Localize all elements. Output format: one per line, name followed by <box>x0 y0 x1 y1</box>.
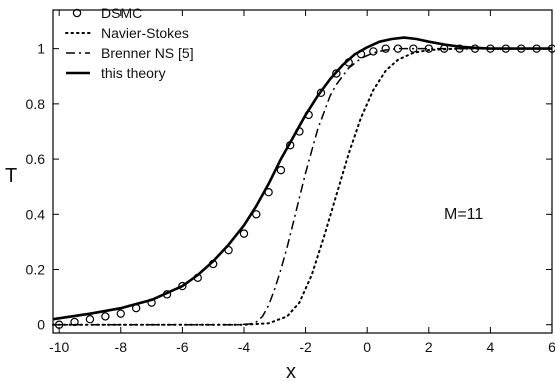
dsmc-point <box>101 312 110 321</box>
y-tick-label: 1 <box>37 41 45 57</box>
y-tick-label: 0.4 <box>26 206 46 222</box>
dsmc-point <box>369 47 378 56</box>
dsmc-point <box>332 69 341 78</box>
dsmc-point <box>116 309 125 318</box>
mach-number-annotation: M=11 <box>444 206 483 223</box>
plot-frame <box>52 9 553 334</box>
y-axis-title: T <box>5 165 17 187</box>
x-tick-label: -6 <box>176 339 189 355</box>
series-this-theory <box>52 36 552 321</box>
x-tick-label: -2 <box>299 339 312 355</box>
y-tick-label: 0 <box>37 317 45 333</box>
legend-label-this-theory: this theory <box>101 65 166 81</box>
x-tick-label: -8 <box>115 339 128 355</box>
dsmc-point <box>178 281 187 291</box>
dsmc-point <box>239 229 249 238</box>
dsmc-point <box>85 314 95 324</box>
series-navier-stokes <box>52 47 553 326</box>
axis-ticks: -10 -8 -6 -4 -2 0 2 4 6 0 0.2 0.4 0.6 0.8 1 <box>26 10 555 355</box>
x-tick-label: 4 <box>486 339 494 355</box>
y-tick-label: 0.6 <box>26 151 46 167</box>
series-dsmc <box>54 44 555 329</box>
x-tick-label: 6 <box>548 339 555 355</box>
legend-label-navier-stokes: Navier-Stokes <box>101 25 189 41</box>
y-tick-label: 0.8 <box>26 96 46 112</box>
dsmc-point <box>276 165 286 175</box>
series-layer <box>52 36 555 329</box>
legend-label-dsmc: DSMC <box>101 5 142 21</box>
y-tick-label: 0.2 <box>26 262 46 278</box>
x-axis-title: x <box>286 361 296 381</box>
legend: DSMC Navier-Stokes Brenner NS [5] this theo… <box>65 5 194 81</box>
dsmc-point <box>252 210 261 219</box>
x-tick-label: -4 <box>238 339 251 355</box>
x-tick-label: -10 <box>49 339 69 355</box>
series-brenner-ns-5 <box>53 47 552 326</box>
dsmc-point <box>316 88 326 98</box>
x-tick-label: 0 <box>363 339 371 355</box>
brenner-ns-5-line <box>53 47 552 326</box>
legend-marker-dsmc <box>72 8 82 18</box>
this-theory-line <box>52 36 552 321</box>
navier-stokes-line <box>52 47 553 326</box>
plot-area <box>52 9 553 334</box>
legend-label-brenner-ns-5: Brenner NS [5] <box>101 45 194 61</box>
dsmc-point <box>381 44 390 53</box>
x-tick-label: 2 <box>425 339 433 355</box>
